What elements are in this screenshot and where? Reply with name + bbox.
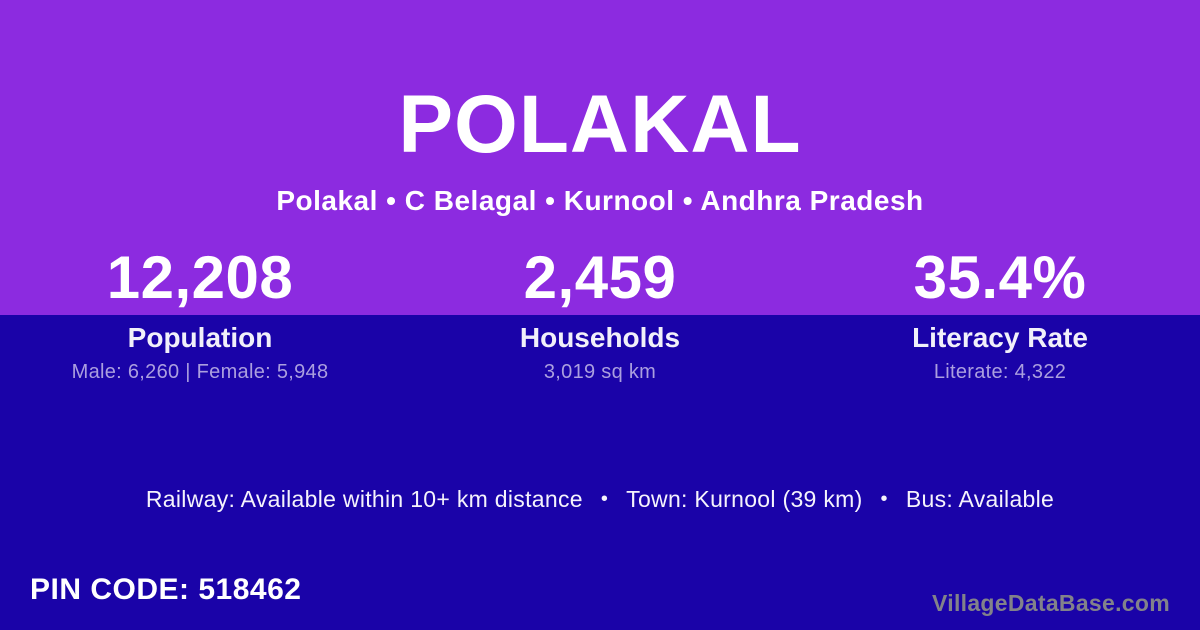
stat-literacy-rate: 35.4% Literacy Rate Literate: 4,322	[800, 242, 1200, 383]
transport-info-row: Railway: Available within 10+ km distanc…	[0, 485, 1200, 513]
railway-info: Railway: Available within 10+ km distanc…	[145, 486, 583, 512]
literacy-rate-label: Literacy Rate	[912, 322, 1088, 353]
literacy-rate-detail: Literate: 4,322	[933, 361, 1067, 383]
households-detail: 3,019 sq km	[543, 361, 657, 383]
population-detail: Male: 6,260 | Female: 5,948	[71, 361, 329, 383]
bottom-blue-background	[0, 315, 1200, 630]
site-watermark: VillageDataBase.com	[932, 590, 1170, 616]
stat-households: 2,459 Households 3,019 sq km	[400, 242, 800, 383]
households-value: 2,459	[523, 244, 677, 311]
town-info: Town: Kurnool (39 km)	[626, 486, 863, 512]
population-value: 12,208	[106, 244, 294, 311]
stat-population: 12,208 Population Male: 6,260 | Female: …	[0, 242, 400, 383]
bullet-separator-icon: •	[880, 488, 888, 510]
breadcrumb: Polakal • C Belagal • Kurnool • Andhra P…	[276, 185, 924, 216]
pin-code-label: PIN CODE: 518462	[30, 573, 302, 606]
bus-info: Bus: Available	[905, 486, 1055, 512]
literacy-rate-value: 35.4%	[913, 244, 1087, 311]
stats-row: 12,208 Population Male: 6,260 | Female: …	[0, 242, 1200, 383]
bullet-separator-icon: •	[600, 488, 609, 510]
page-title: POLAKAL	[398, 79, 802, 170]
population-label: Population	[127, 322, 273, 353]
households-label: Households	[519, 322, 681, 353]
top-purple-background	[0, 0, 1200, 315]
